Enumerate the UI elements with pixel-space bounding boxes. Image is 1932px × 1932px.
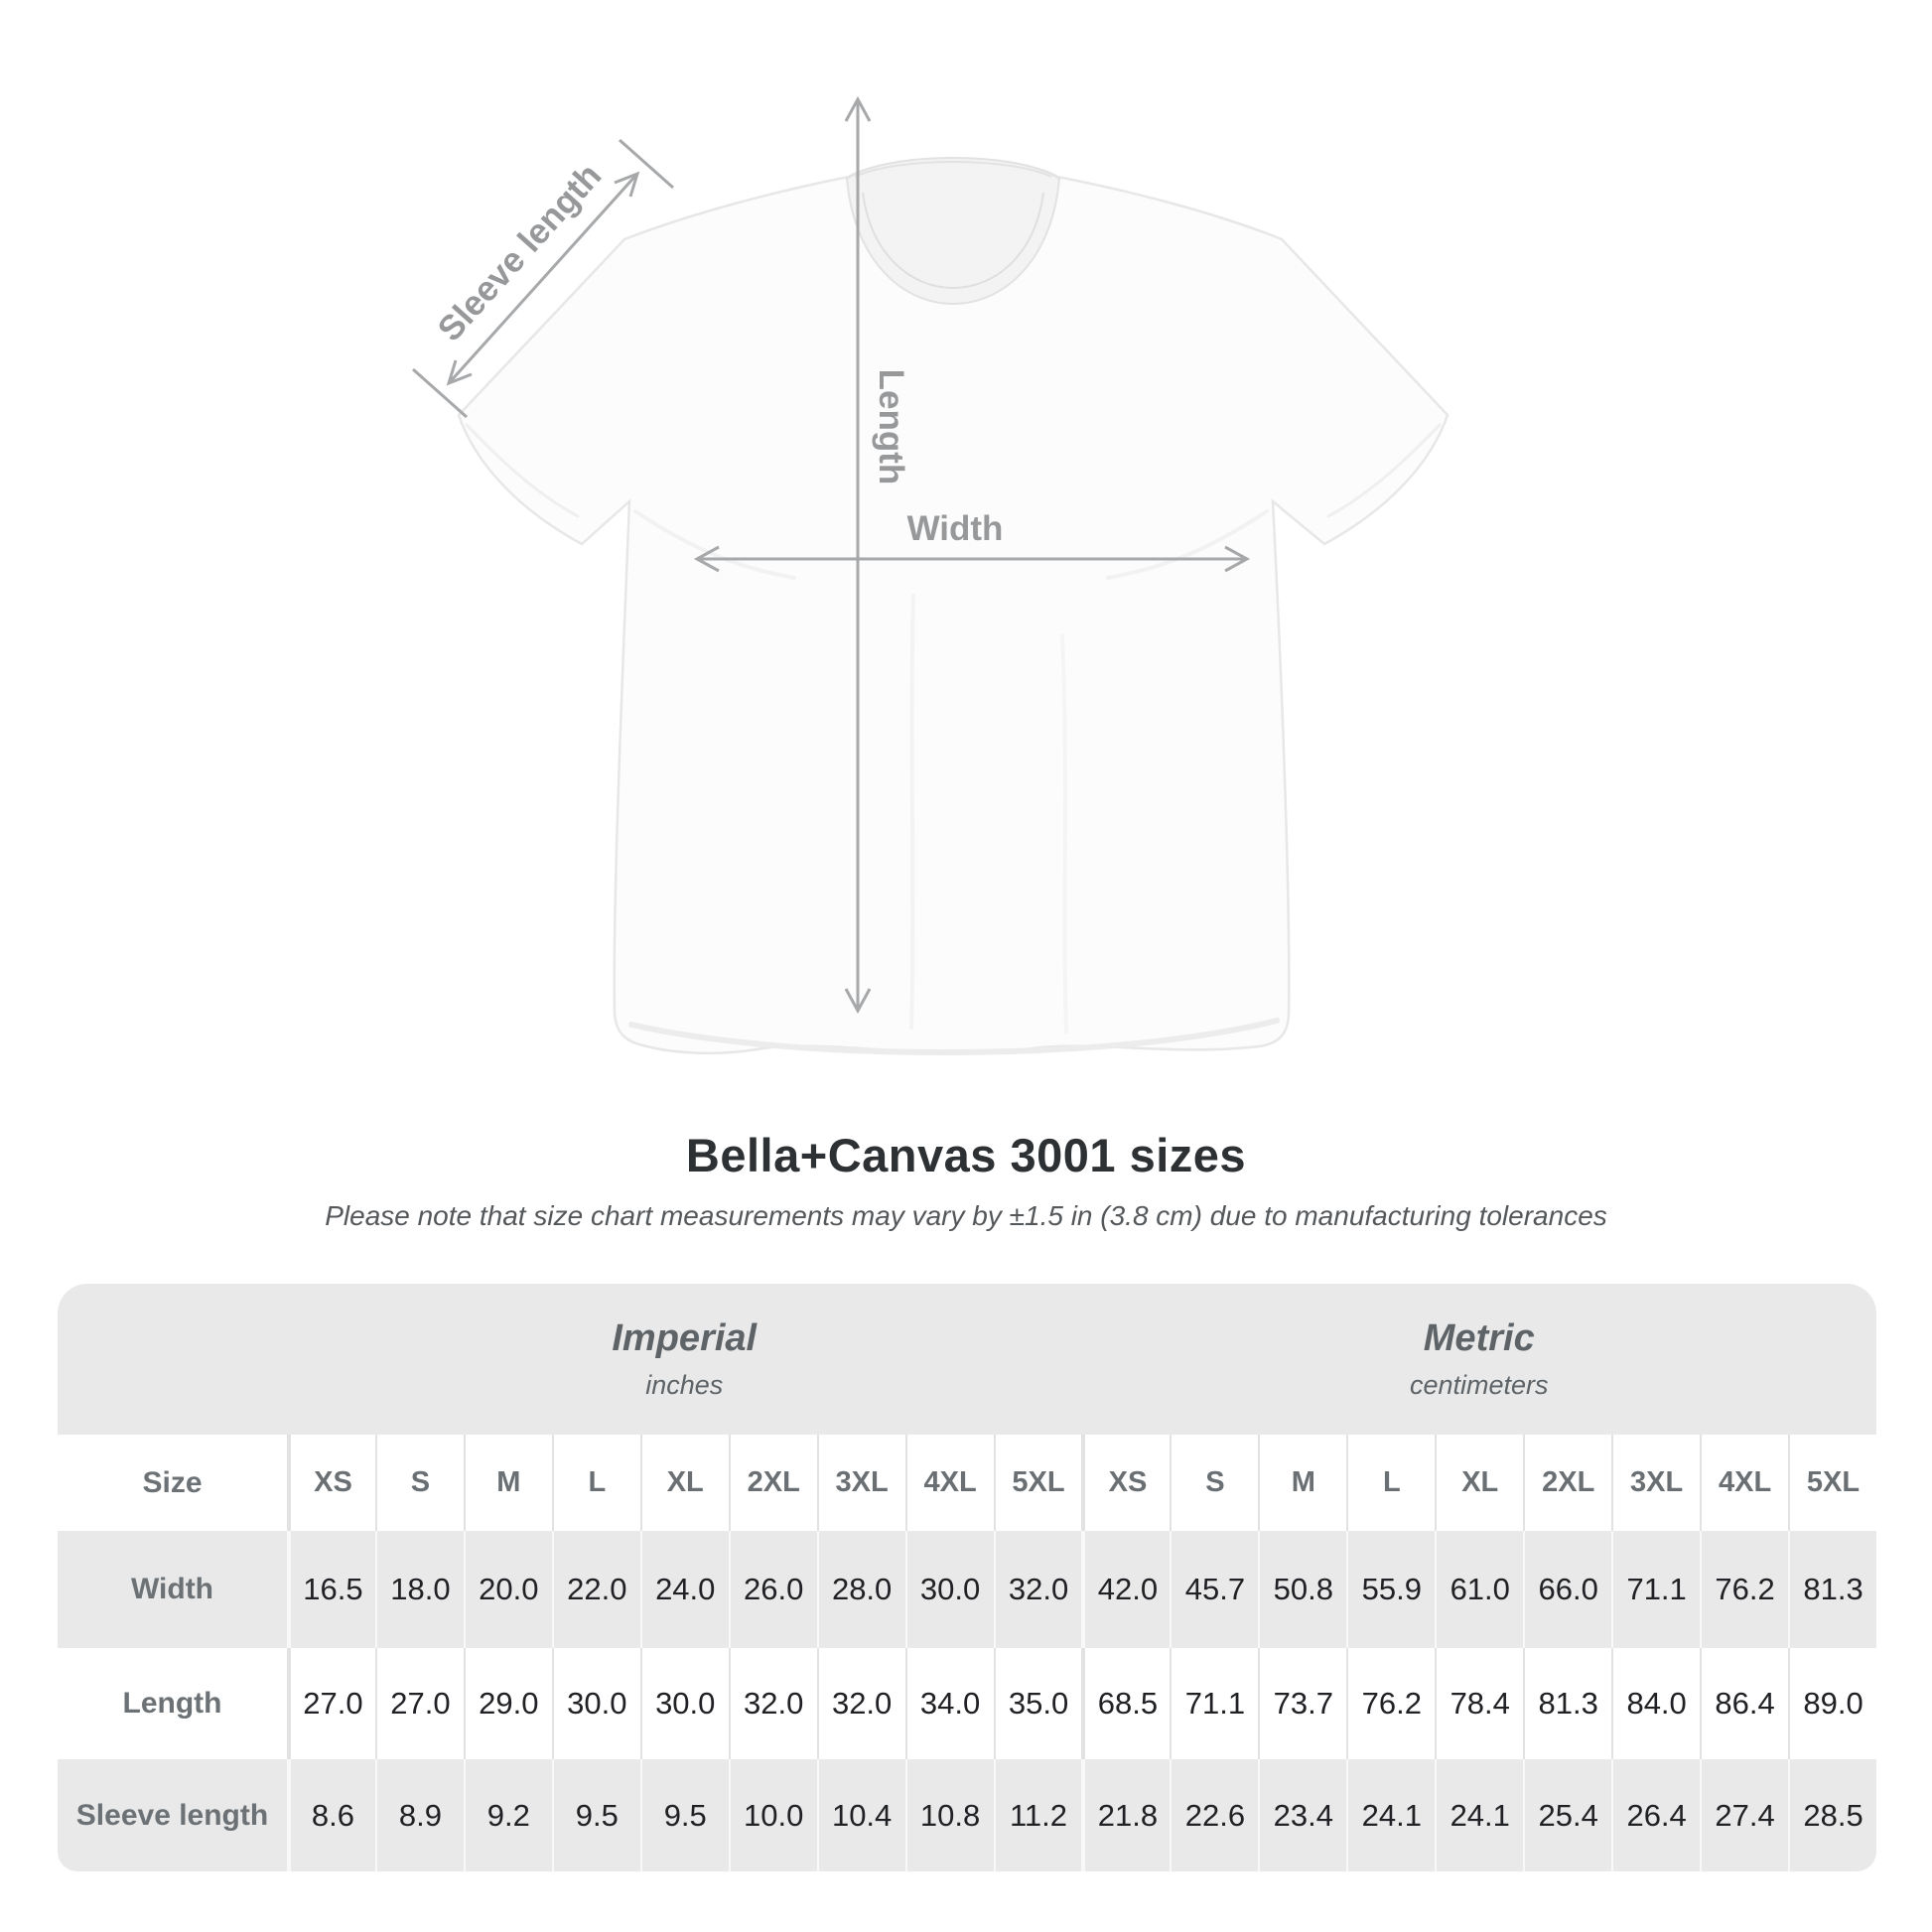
imperial-size-header: L [551,1435,640,1531]
data-cell: 66.0 [1523,1531,1612,1648]
data-cell: 71.1 [1170,1648,1259,1759]
data-cell: 8.6 [287,1759,375,1871]
imperial-unit: inches [645,1370,724,1400]
data-cell: 81.3 [1523,1648,1612,1759]
data-cell: 27.4 [1700,1759,1789,1871]
metric-size-header: XS [1081,1435,1171,1531]
data-cell: 22.0 [551,1531,640,1648]
data-cell: 32.0 [728,1648,817,1759]
data-cell: 26.4 [1611,1759,1701,1871]
fabric-creases [465,423,1442,1055]
data-cell: 89.0 [1788,1648,1876,1759]
data-cell: 28.0 [816,1531,905,1648]
data-cell: 50.8 [1258,1531,1347,1648]
data-cell: 32.0 [993,1531,1082,1648]
data-cell: 84.0 [1611,1648,1701,1759]
data-cell: 18.0 [374,1531,464,1648]
metric-size-header: L [1346,1435,1436,1531]
data-cell: 55.9 [1346,1531,1436,1648]
data-cell: 11.2 [993,1759,1082,1871]
imperial-size-header: M [463,1435,552,1531]
data-cell: 34.0 [904,1648,994,1759]
data-cell: 10.0 [728,1759,817,1871]
imperial-section-header: Imperial inches [287,1284,1082,1435]
imperial-size-header: 4XL [904,1435,994,1531]
metric-size-header: 5XL [1788,1435,1876,1531]
data-cell: 22.6 [1170,1759,1259,1871]
data-cell: 26.0 [728,1531,817,1648]
metric-size-header: 4XL [1700,1435,1789,1531]
imperial-size-header: 2XL [728,1435,817,1531]
data-cell: 30.0 [551,1648,640,1759]
data-cell: 30.0 [904,1531,994,1648]
table-header-band: Imperial inches Metric centimeters [58,1284,1876,1435]
imperial-title: Imperial [612,1317,758,1359]
data-cell: 76.2 [1346,1648,1436,1759]
data-cell: 81.3 [1788,1531,1876,1648]
data-cell: 73.7 [1258,1648,1347,1759]
collar-band [862,192,1044,289]
page-title: Bella+Canvas 3001 sizes [685,1129,1247,1181]
data-cell: 10.8 [904,1759,994,1871]
data-cell: 9.5 [551,1759,640,1871]
data-cell: 25.4 [1523,1759,1612,1871]
row-label-sleeve-length: Sleeve length [58,1759,287,1871]
data-cell: 78.4 [1435,1648,1524,1759]
metric-title: Metric [1423,1317,1535,1359]
data-cell: 30.0 [639,1648,729,1759]
metric-size-header: 3XL [1611,1435,1701,1531]
size-corner-header: Size [58,1435,287,1531]
row-label-width: Width [58,1531,287,1648]
band-corner-spacer [58,1284,287,1435]
width-label: Width [907,509,1004,548]
data-cell: 29.0 [463,1648,552,1759]
data-cell: 32.0 [816,1648,905,1759]
size-table: Imperial inches Metric centimeters Size … [58,1284,1876,1871]
data-cell: 9.2 [463,1759,552,1871]
metric-unit: centimeters [1409,1370,1549,1400]
data-cell: 23.4 [1258,1759,1347,1871]
row-label-length: Length [58,1648,287,1759]
data-cell: 9.5 [639,1759,729,1871]
data-cell: 24.1 [1435,1759,1524,1871]
data-cell: 76.2 [1700,1531,1789,1648]
data-cell: 8.9 [374,1759,464,1871]
data-cell: 61.0 [1435,1531,1524,1648]
metric-section-header: Metric centimeters [1082,1284,1877,1435]
back-neck-line [854,161,1052,178]
data-cell: 24.0 [639,1531,729,1648]
data-cell: 24.1 [1346,1759,1436,1871]
data-cell: 21.8 [1081,1759,1171,1871]
data-cell: 10.4 [816,1759,905,1871]
tolerance-note: Please note that size chart measurements… [325,1200,1607,1231]
metric-size-header: S [1170,1435,1259,1531]
metric-size-header: XL [1435,1435,1524,1531]
data-cell: 86.4 [1700,1648,1789,1759]
data-cell: 20.0 [463,1531,552,1648]
data-cell: 45.7 [1170,1531,1259,1648]
length-label: Length [872,369,910,485]
data-cell: 35.0 [993,1648,1082,1759]
imperial-size-header: XL [639,1435,729,1531]
data-cell: 28.5 [1788,1759,1876,1871]
data-cell: 71.1 [1611,1531,1701,1648]
title-block: Bella+Canvas 3001 sizes Please note that… [0,1128,1932,1232]
imperial-size-header: 5XL [993,1435,1082,1531]
metric-size-header: 2XL [1523,1435,1612,1531]
data-cell: 16.5 [287,1531,375,1648]
size-grid: Size XS S M L XL 2XL 3XL 4XL 5XL XS S M … [58,1435,1876,1871]
imperial-size-header: S [374,1435,464,1531]
data-cell: 27.0 [287,1648,375,1759]
data-cell: 27.0 [374,1648,464,1759]
data-cell: 42.0 [1081,1531,1171,1648]
tshirt-measurement-diagram: Sleeve length Length Width [412,95,1449,1055]
metric-size-header: M [1258,1435,1347,1531]
imperial-size-header: XS [287,1435,375,1531]
imperial-size-header: 3XL [816,1435,905,1531]
data-cell: 68.5 [1081,1648,1171,1759]
tshirt-graphic [457,157,1449,1055]
length-dimension: Length [844,95,910,1015]
width-dimension: Width [693,509,1251,573]
